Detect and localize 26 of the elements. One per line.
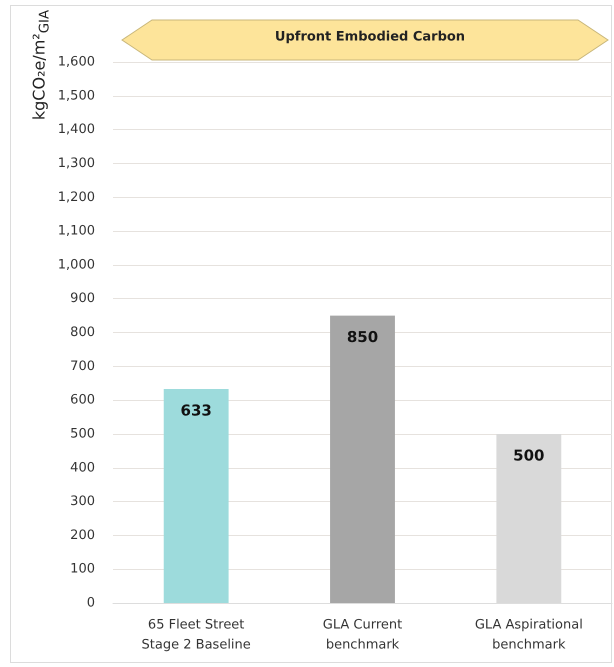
y-tick-label: 1,100 xyxy=(58,224,95,239)
y-tick-label: 200 xyxy=(70,528,95,543)
y-tick-label: 1,000 xyxy=(58,257,95,272)
x-tick-label: GLA Aspirational benchmark xyxy=(474,618,583,652)
y-tick-label: 1,200 xyxy=(58,190,95,205)
y-tick-label: 500 xyxy=(70,426,95,442)
bar xyxy=(330,316,395,603)
x-tick-label: 65 Fleet Street Stage 2 Baseline xyxy=(142,618,251,652)
y-tick-label: 1,500 xyxy=(58,88,95,104)
y-tick-label: 700 xyxy=(70,358,95,374)
y-tick-label: 300 xyxy=(70,494,95,510)
y-tick-label: 1,300 xyxy=(58,156,95,171)
data-label: 500 xyxy=(513,446,544,464)
data-label: 633 xyxy=(180,401,212,420)
y-tick-label: 400 xyxy=(70,460,95,476)
bar xyxy=(164,388,229,603)
data-label: 850 xyxy=(346,328,378,346)
y-tick-label: 600 xyxy=(70,392,95,408)
y-tick-label: 0 xyxy=(86,596,95,610)
y-tick-label: 100 xyxy=(70,562,95,577)
x-tick-label: GLA Current benchmark xyxy=(322,618,402,652)
y-tick-label: 1,600 xyxy=(58,54,95,70)
y-tick-label: 800 xyxy=(70,325,95,340)
y-tick-label: 1,400 xyxy=(58,122,95,138)
y-tick-label: 900 xyxy=(70,291,95,306)
chart-title: Upfront Embodied Carbon xyxy=(274,30,466,44)
